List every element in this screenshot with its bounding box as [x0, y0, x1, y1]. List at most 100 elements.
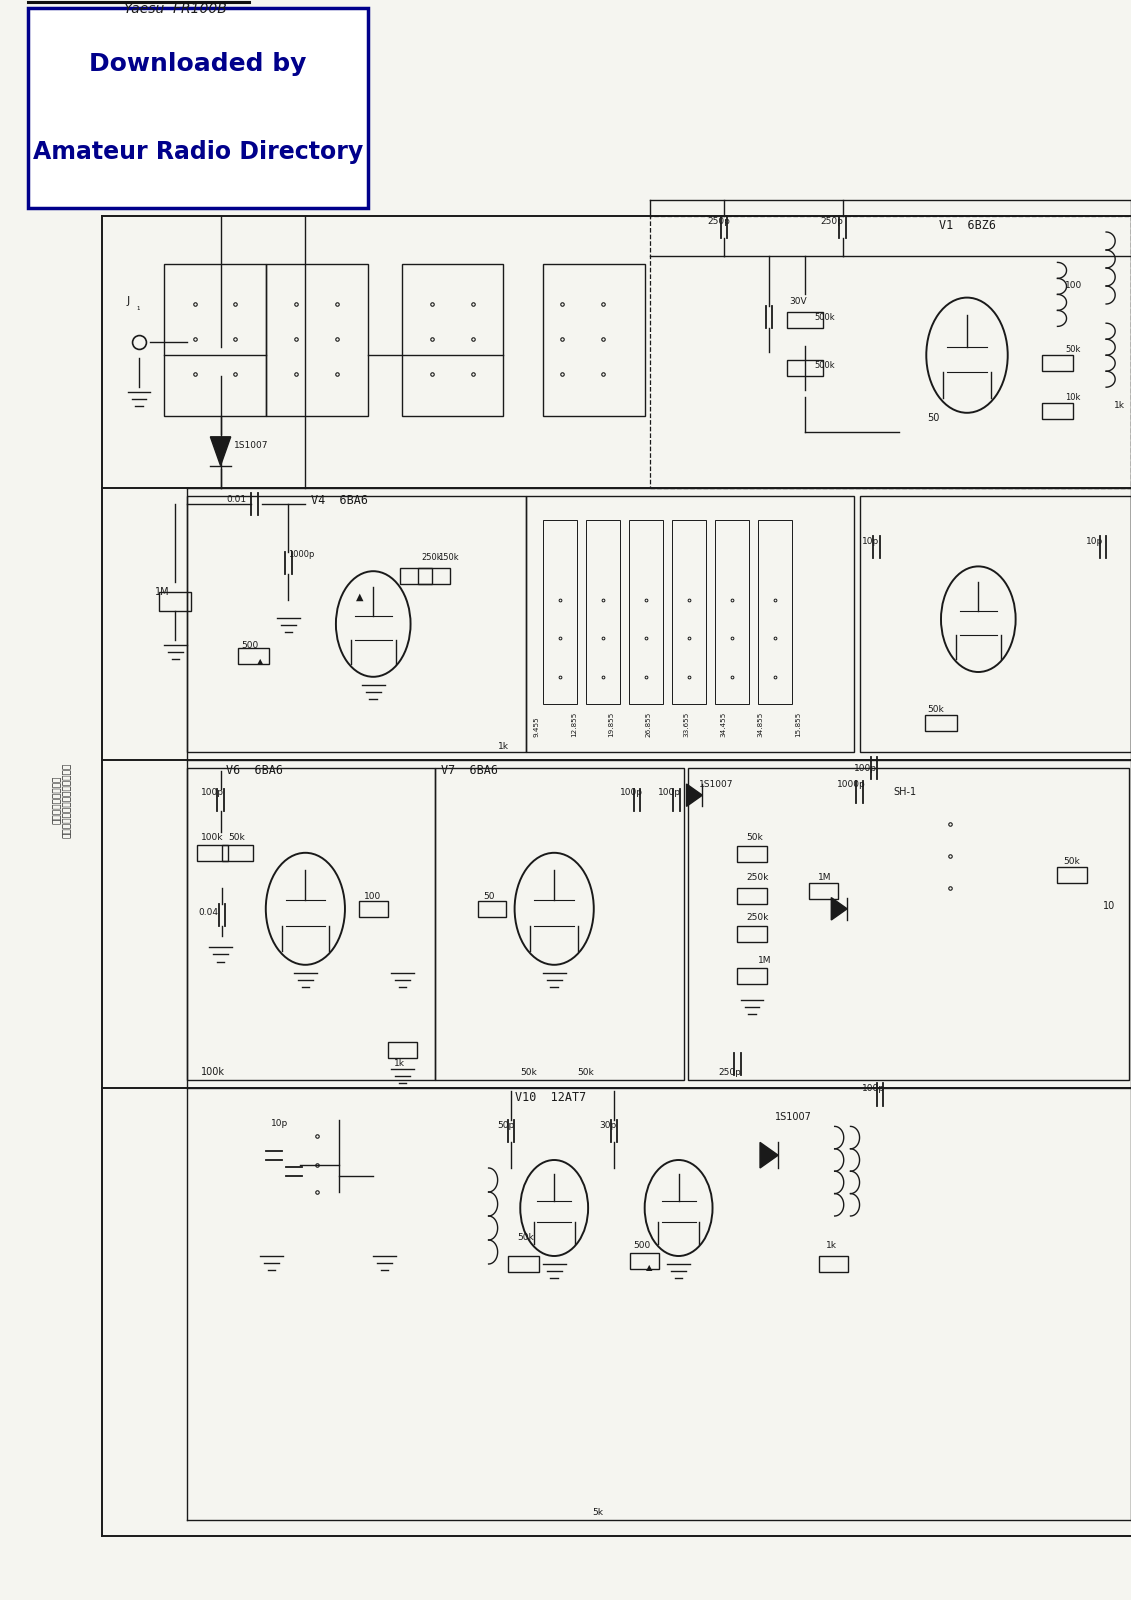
Text: 100p: 100p: [658, 789, 681, 797]
Polygon shape: [831, 898, 847, 920]
Bar: [418, 568, 450, 584]
Bar: [672, 520, 706, 704]
Bar: [630, 1253, 659, 1269]
Text: 250k: 250k: [746, 914, 769, 922]
Text: V10  12AT7: V10 12AT7: [515, 1091, 586, 1104]
Text: 50k: 50k: [746, 834, 763, 842]
Text: 500k: 500k: [814, 362, 835, 370]
Bar: [543, 520, 577, 704]
Bar: [860, 496, 1131, 752]
Bar: [688, 768, 1129, 1080]
Text: 50: 50: [927, 413, 940, 422]
Text: 1S1007: 1S1007: [775, 1112, 812, 1122]
Text: 100p: 100p: [201, 789, 224, 797]
Text: ▲: ▲: [356, 592, 364, 602]
Text: Amateur Radio Directory: Amateur Radio Directory: [33, 141, 363, 165]
Text: 1000p: 1000p: [288, 550, 314, 558]
Text: 250k: 250k: [422, 554, 442, 562]
Text: アンテナ切替リレー
（空中線マッチングユニット）: アンテナ切替リレー （空中線マッチングユニット）: [52, 762, 72, 838]
Text: 30p: 30p: [599, 1122, 616, 1130]
Bar: [543, 264, 645, 416]
Bar: [737, 926, 767, 942]
Text: 100p: 100p: [854, 765, 877, 773]
Text: 1S1007: 1S1007: [234, 442, 269, 450]
Polygon shape: [687, 784, 702, 806]
Text: 9.455: 9.455: [534, 717, 539, 738]
Bar: [1057, 867, 1087, 883]
Text: 26.855: 26.855: [646, 712, 651, 738]
Text: 1M: 1M: [155, 587, 170, 597]
Text: 1000p: 1000p: [837, 781, 865, 789]
Text: 12.855: 12.855: [571, 712, 577, 738]
Bar: [809, 883, 838, 899]
Text: ₁: ₁: [137, 304, 140, 312]
Bar: [737, 968, 767, 984]
Text: 250p: 250p: [820, 218, 843, 226]
Text: 1k: 1k: [498, 742, 509, 750]
Text: 15.855: 15.855: [795, 712, 801, 738]
Polygon shape: [210, 437, 231, 466]
Bar: [266, 264, 368, 416]
Text: 50k: 50k: [520, 1069, 537, 1077]
Bar: [402, 264, 503, 416]
Bar: [819, 1256, 848, 1272]
Text: SH-1: SH-1: [893, 787, 916, 797]
Bar: [159, 592, 191, 611]
Bar: [238, 648, 269, 664]
Text: 50k: 50k: [1063, 858, 1080, 866]
Bar: [197, 845, 228, 861]
Bar: [737, 846, 767, 862]
Bar: [222, 845, 253, 861]
Text: 0.01: 0.01: [226, 496, 247, 504]
Bar: [388, 1042, 417, 1058]
Text: 50k: 50k: [1065, 346, 1081, 354]
Bar: [586, 520, 620, 704]
Text: 1S1007: 1S1007: [699, 781, 734, 789]
Text: 1M: 1M: [818, 874, 831, 882]
Text: 30V: 30V: [789, 298, 808, 306]
Bar: [187, 768, 435, 1080]
Text: 34.455: 34.455: [720, 712, 726, 738]
Text: 34.855: 34.855: [758, 712, 763, 738]
Bar: [526, 496, 854, 752]
Text: Downloaded by: Downloaded by: [89, 51, 307, 75]
Text: V7  6BA6: V7 6BA6: [441, 765, 498, 778]
Text: Yaesu  FR100B: Yaesu FR100B: [124, 2, 226, 16]
Text: 50k: 50k: [577, 1069, 594, 1077]
Text: V4  6BA6: V4 6BA6: [311, 494, 368, 507]
Text: 1k: 1k: [1114, 402, 1125, 410]
Text: 100k: 100k: [201, 1067, 225, 1077]
Bar: [478, 901, 506, 917]
Bar: [1042, 355, 1073, 371]
Text: 50p: 50p: [498, 1122, 515, 1130]
Bar: [715, 520, 749, 704]
Text: 1k: 1k: [394, 1059, 405, 1067]
Bar: [925, 715, 957, 731]
Text: 50k: 50k: [517, 1234, 534, 1242]
Text: J: J: [127, 296, 130, 306]
Text: 0.04: 0.04: [198, 909, 218, 917]
Text: 100p: 100p: [862, 1085, 884, 1093]
Bar: [787, 312, 823, 328]
Text: 19.855: 19.855: [608, 712, 614, 738]
Bar: [435, 768, 684, 1080]
Text: 250p: 250p: [718, 1069, 741, 1077]
Bar: [787, 360, 823, 376]
Text: V1  6BZ6: V1 6BZ6: [939, 219, 995, 232]
Bar: [359, 901, 388, 917]
Text: 100p: 100p: [620, 789, 642, 797]
Text: 500k: 500k: [814, 314, 835, 322]
Text: 10p: 10p: [1086, 538, 1103, 546]
Text: 100k: 100k: [201, 834, 224, 842]
Text: 500: 500: [633, 1242, 650, 1250]
Text: 500: 500: [241, 642, 258, 650]
Text: 50k: 50k: [228, 834, 245, 842]
Bar: [1042, 403, 1073, 419]
Text: ▲: ▲: [646, 1264, 653, 1272]
Text: 50: 50: [483, 893, 494, 901]
Bar: [400, 568, 432, 584]
Text: 5k: 5k: [593, 1509, 604, 1517]
Text: 10p: 10p: [862, 538, 879, 546]
Bar: [737, 888, 767, 904]
Text: 50k: 50k: [927, 706, 944, 714]
